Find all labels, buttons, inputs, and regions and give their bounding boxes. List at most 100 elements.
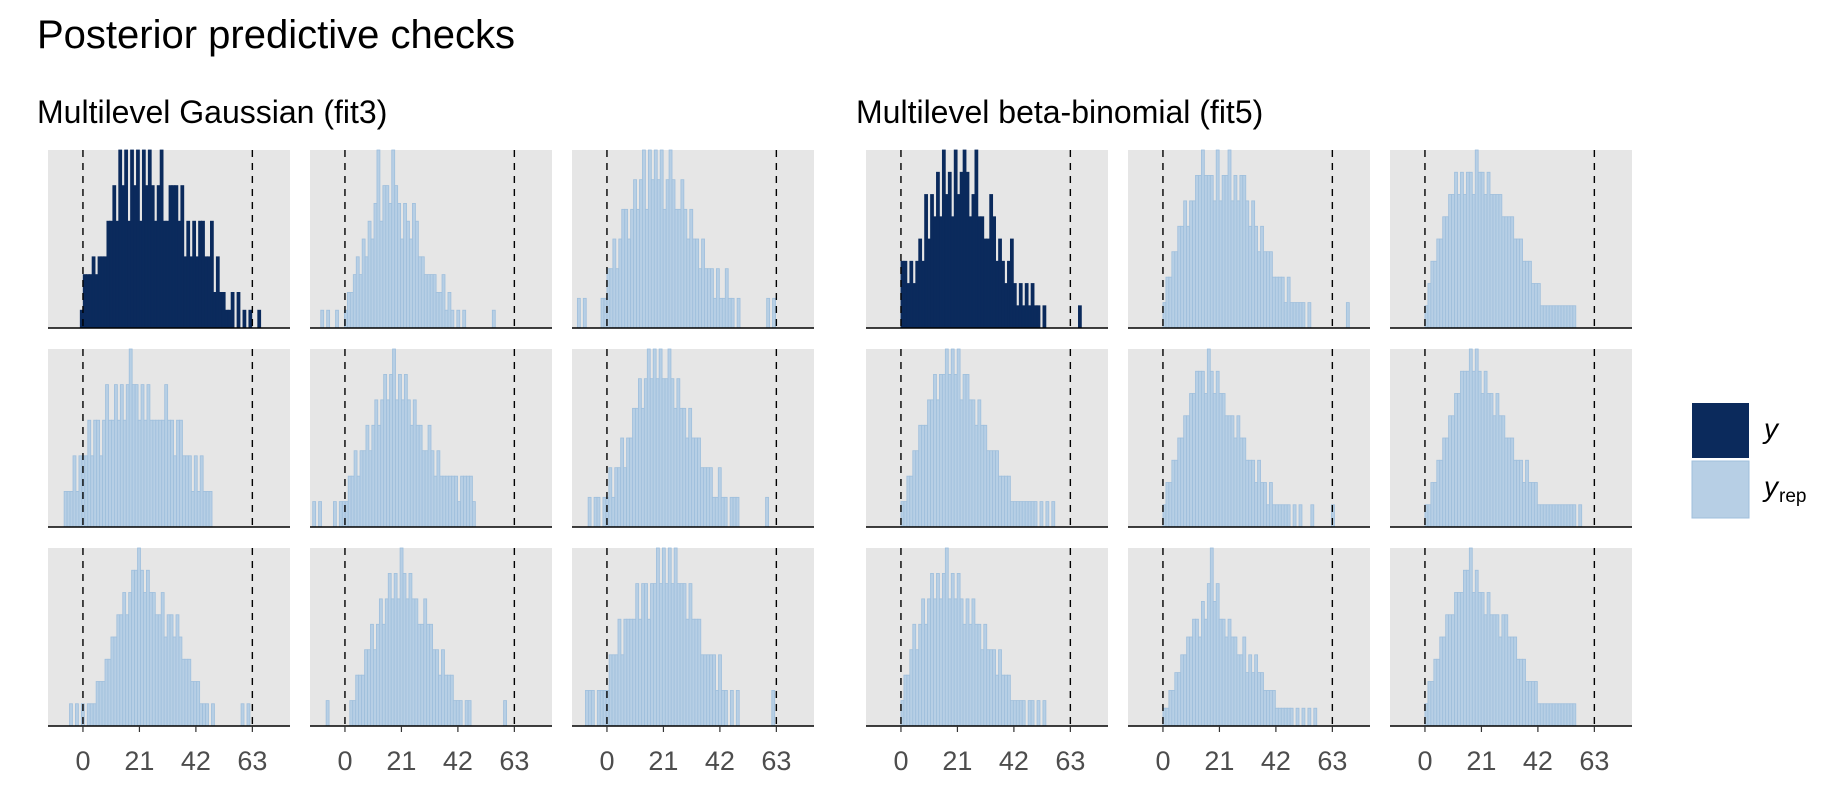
histogram-bar-yrep xyxy=(1280,276,1285,329)
histogram-bar-yrep xyxy=(424,450,429,528)
histogram-bar-yrep xyxy=(1274,707,1279,727)
histogram-bar-yrep xyxy=(1433,658,1438,727)
histogram-bar-yrep xyxy=(403,374,408,528)
histogram-bar-yrep xyxy=(1298,504,1303,528)
histogram-bar-yrep xyxy=(148,592,153,727)
histogram-bar-y xyxy=(1007,260,1011,329)
histogram-bar-y xyxy=(162,220,167,329)
histogram-bar-yrep xyxy=(1433,482,1438,528)
histogram-bar-yrep xyxy=(658,348,663,528)
histogram-bar-yrep xyxy=(1489,614,1494,727)
histogram-bar-yrep xyxy=(1474,348,1479,528)
histogram-bar-yrep xyxy=(1569,703,1574,727)
histogram-bar-yrep xyxy=(1545,504,1550,528)
histogram-bar-yrep xyxy=(442,475,447,528)
histogram-bar-yrep xyxy=(1269,690,1273,727)
histogram-bar-yrep xyxy=(714,496,719,528)
histogram-bar-yrep xyxy=(1542,305,1547,329)
histogram-bar-yrep xyxy=(1436,658,1441,727)
histogram-bar-yrep xyxy=(906,475,911,528)
histogram-bar-yrep xyxy=(362,450,367,528)
histogram-bar-yrep xyxy=(1427,283,1432,329)
histogram-bar-yrep xyxy=(718,297,723,329)
histogram-bar-yrep xyxy=(380,399,385,528)
histogram-bar-yrep xyxy=(664,378,669,528)
histogram-bar-yrep xyxy=(143,592,147,727)
histogram-bar-yrep xyxy=(1460,592,1464,727)
histogram-bar-y xyxy=(186,220,191,329)
histogram-bar-yrep xyxy=(1236,200,1241,329)
histogram-bar-yrep xyxy=(1448,415,1452,528)
histogram-bar-yrep xyxy=(1257,251,1261,329)
histogram-bar-yrep xyxy=(667,547,672,727)
histogram-bar-y xyxy=(909,260,914,329)
histogram-bar-yrep xyxy=(691,618,696,727)
histogram-bar-yrep xyxy=(766,297,771,329)
histogram-bar-yrep xyxy=(154,614,159,727)
histogram-bar-y xyxy=(112,185,117,329)
histogram-bar-yrep xyxy=(1218,618,1223,727)
histogram-bar-y xyxy=(174,185,179,329)
histogram-bar-y xyxy=(912,283,917,329)
histogram-bar-y xyxy=(1021,305,1026,329)
histogram-bar-yrep xyxy=(1480,592,1485,727)
histogram-bar-yrep xyxy=(1471,592,1476,727)
histogram-bar-yrep xyxy=(66,490,71,528)
histogram-bar-yrep xyxy=(1495,614,1500,727)
histogram-bar-yrep xyxy=(1257,672,1261,727)
histogram-bar-yrep xyxy=(980,424,985,528)
histogram-bar-yrep xyxy=(1572,305,1577,329)
histogram-bar-yrep xyxy=(620,437,625,528)
histogram-bar-yrep xyxy=(1030,501,1035,528)
legend-label-yrep-sub: rep xyxy=(1779,486,1806,507)
histogram-bar-yrep xyxy=(1206,175,1211,329)
histogram-bar-yrep xyxy=(325,700,330,727)
histogram-bar-yrep xyxy=(950,573,955,727)
histogram-bar-yrep xyxy=(1271,690,1276,727)
histogram-bar-yrep xyxy=(1266,504,1270,528)
histogram-bar-yrep xyxy=(1471,370,1476,528)
histogram-bar-yrep xyxy=(448,475,453,528)
histogram-bar-y xyxy=(204,256,208,329)
histogram-bar-yrep xyxy=(688,407,693,528)
histogram-bar-yrep xyxy=(1463,370,1467,528)
histogram-bar-yrep xyxy=(185,455,189,528)
histogram-bar-yrep xyxy=(415,220,419,329)
x-tick-label: 63 xyxy=(499,746,529,776)
histogram-bar-yrep xyxy=(1242,175,1247,329)
histogram-bar-yrep xyxy=(1209,547,1214,727)
histogram-bar-yrep xyxy=(680,179,685,329)
histogram-bar-yrep xyxy=(1477,592,1482,727)
x-tick-label: 0 xyxy=(893,746,908,776)
histogram-bar-yrep xyxy=(1539,504,1544,528)
panels-layer: 0 21 42 63 0 21 42 63 0 21 42 63 0 21 42 63 0 21 42 63 0 21 42… xyxy=(48,149,1632,776)
histogram-bar-yrep xyxy=(609,268,614,329)
histogram-bar-yrep xyxy=(653,583,657,727)
histogram-bar-yrep xyxy=(199,703,204,727)
histogram-bar-yrep xyxy=(632,407,636,528)
histogram-bar-yrep xyxy=(441,274,446,329)
histogram-bar-yrep xyxy=(1465,370,1470,528)
histogram-bar-yrep xyxy=(664,583,669,727)
histogram-bar-yrep xyxy=(1548,305,1553,329)
histogram-bar-yrep xyxy=(626,618,631,727)
x-tick-label: 0 xyxy=(599,746,614,776)
panel-1-3 xyxy=(866,348,1108,528)
histogram-bar-y xyxy=(133,185,137,329)
panel-0-4 xyxy=(310,348,552,528)
histogram-bar-yrep xyxy=(466,475,470,528)
histogram-bar-y xyxy=(147,149,152,329)
histogram-bar-y xyxy=(1078,305,1082,329)
histogram-bar-yrep xyxy=(1483,614,1488,727)
histogram-bar-y xyxy=(962,149,967,329)
histogram-bar-yrep xyxy=(447,674,451,727)
histogram-bar-yrep xyxy=(391,149,396,329)
histogram-bar-yrep xyxy=(441,649,445,727)
histogram-bar-yrep xyxy=(729,690,734,727)
histogram-bar-yrep xyxy=(417,623,422,727)
histogram-bar-yrep xyxy=(1313,707,1318,727)
histogram-bar-yrep xyxy=(1536,283,1541,329)
histogram-bar-yrep xyxy=(394,185,399,329)
histogram-bar-yrep xyxy=(599,690,604,727)
histogram-bar-yrep xyxy=(647,149,652,329)
